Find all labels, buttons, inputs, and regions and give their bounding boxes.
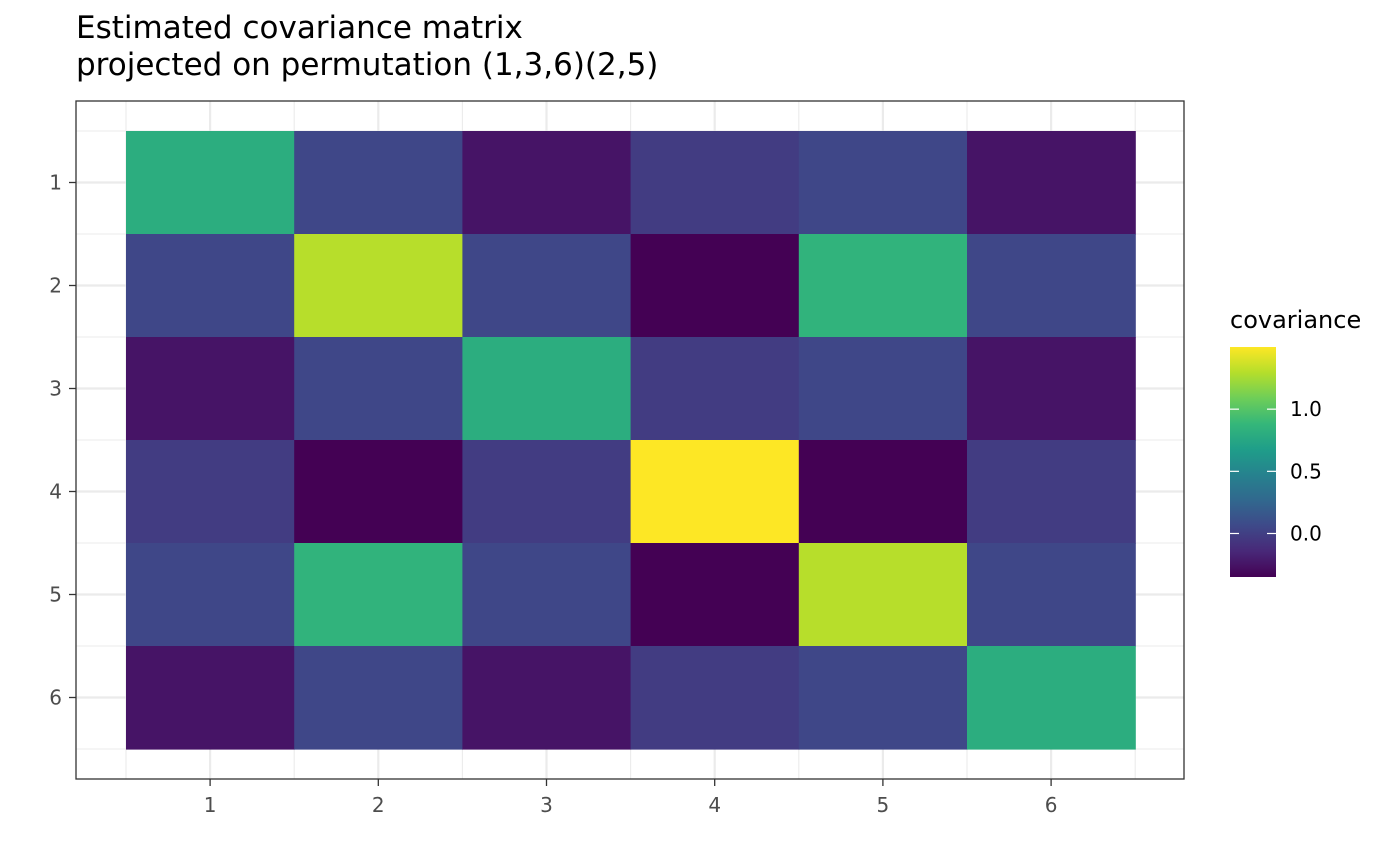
heatmap-cell-5-1 [126, 543, 295, 647]
x-tick-label: 4 [708, 793, 721, 817]
heatmap-cell-3-1 [126, 337, 295, 441]
heatmap-cell-6-6 [967, 646, 1136, 750]
legend-title: covariance [1230, 306, 1361, 334]
y-axis: 1 2 3 4 5 6 [49, 171, 76, 710]
heatmap-cell-5-4 [630, 543, 800, 647]
x-tick-label: 1 [204, 793, 217, 817]
colorbar [1230, 347, 1276, 577]
heatmap-cell-4-3 [462, 440, 632, 544]
heatmap-cell-3-2 [294, 337, 463, 441]
heatmap-cell-6-5 [798, 646, 968, 750]
y-tick-label: 3 [49, 377, 62, 401]
heatmap-cell-1-1 [126, 131, 295, 235]
heatmap-cell-1-5 [798, 131, 968, 235]
heatmap-cell-1-2 [294, 131, 463, 235]
plot-border [75, 100, 1185, 780]
heatmap-cell-2-5 [798, 234, 968, 338]
heatmap-cell-2-6 [967, 234, 1136, 338]
heatmap-cell-3-6 [967, 337, 1136, 441]
x-axis: 1 2 3 4 5 6 [204, 779, 1058, 817]
heatmap-cells [126, 131, 1136, 750]
heatmap-cell-2-1 [126, 234, 295, 338]
heatmap-cell-3-5 [798, 337, 968, 441]
heatmap-cell-5-2 [294, 543, 463, 647]
heatmap-cell-6-2 [294, 646, 463, 750]
x-tick-label: 6 [1045, 793, 1058, 817]
colorbar-tick-label: 0.0 [1290, 521, 1322, 545]
y-tick-label: 4 [49, 480, 62, 504]
heatmap-cell-3-4 [630, 337, 800, 441]
color-legend: covariance 0.0 0.5 1.0 [1230, 306, 1361, 577]
heatmap-cell-4-6 [967, 440, 1136, 544]
heatmap-cell-2-2 [294, 234, 463, 338]
heatmap-cell-4-4 [630, 440, 800, 544]
y-tick-label: 1 [49, 171, 62, 195]
chart-title-line-1: Estimated covariance matrix [76, 10, 523, 46]
colorbar-ticks: 0.0 0.5 1.0 [1230, 397, 1322, 545]
chart-title-line-2: projected on permutation (1,3,6)(2,5) [76, 47, 659, 83]
heatmap-cell-1-4 [630, 131, 800, 235]
heatmap-cell-2-4 [630, 234, 800, 338]
heatmap-cell-3-3 [462, 337, 632, 441]
heatmap-cell-6-3 [462, 646, 632, 750]
y-tick-label: 6 [49, 686, 62, 710]
chart-title: Estimated covariance matrix projected on… [76, 10, 658, 84]
heatmap-cell-5-6 [967, 543, 1136, 647]
heatmap-cell-5-5 [798, 543, 968, 647]
heatmap-cell-5-3 [462, 543, 632, 647]
heatmap-cell-6-4 [630, 646, 800, 750]
heatmap-cell-6-1 [126, 646, 295, 750]
heatmap-cell-4-2 [294, 440, 463, 544]
heatmap-cell-1-6 [967, 131, 1136, 235]
colorbar-tick-label: 1.0 [1290, 397, 1322, 421]
x-tick-label: 3 [540, 793, 553, 817]
colorbar-tick-label: 0.5 [1290, 459, 1322, 483]
y-tick-label: 5 [49, 583, 62, 607]
heatmap-cell-4-5 [798, 440, 968, 544]
heatmap-cell-4-1 [126, 440, 295, 544]
x-tick-label: 5 [877, 793, 890, 817]
heatmap-cell-1-3 [462, 131, 632, 235]
y-tick-label: 2 [49, 274, 62, 298]
x-tick-label: 2 [372, 793, 385, 817]
heatmap-cell-2-3 [462, 234, 632, 338]
